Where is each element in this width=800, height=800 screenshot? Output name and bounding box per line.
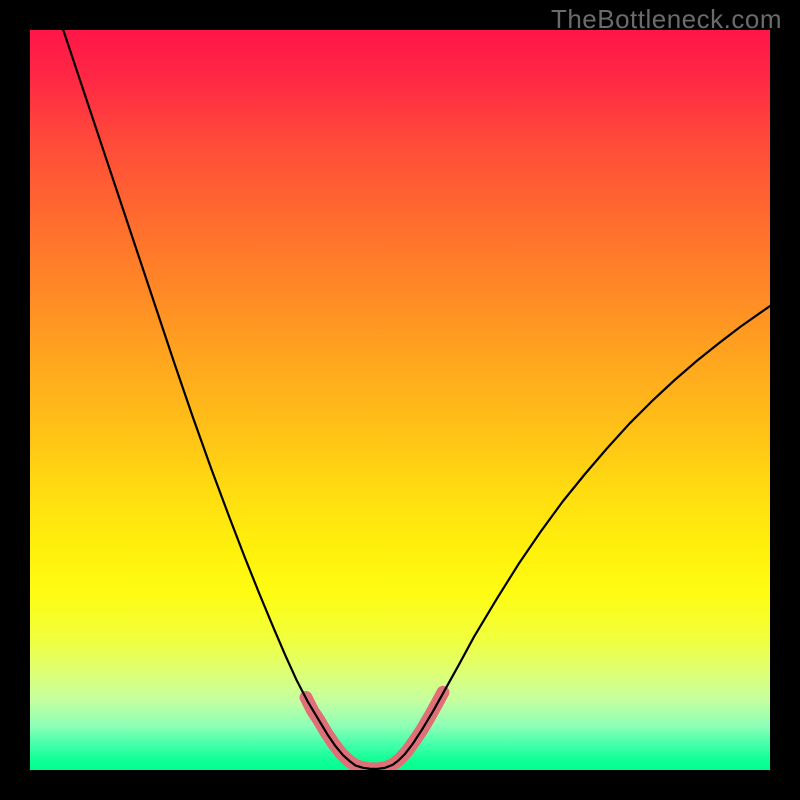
plot-area xyxy=(30,30,770,770)
bottleneck-curve-chart xyxy=(30,30,770,770)
gradient-background xyxy=(30,30,770,770)
chart-frame: TheBottleneck.com xyxy=(0,0,800,800)
watermark-text: TheBottleneck.com xyxy=(551,4,782,35)
